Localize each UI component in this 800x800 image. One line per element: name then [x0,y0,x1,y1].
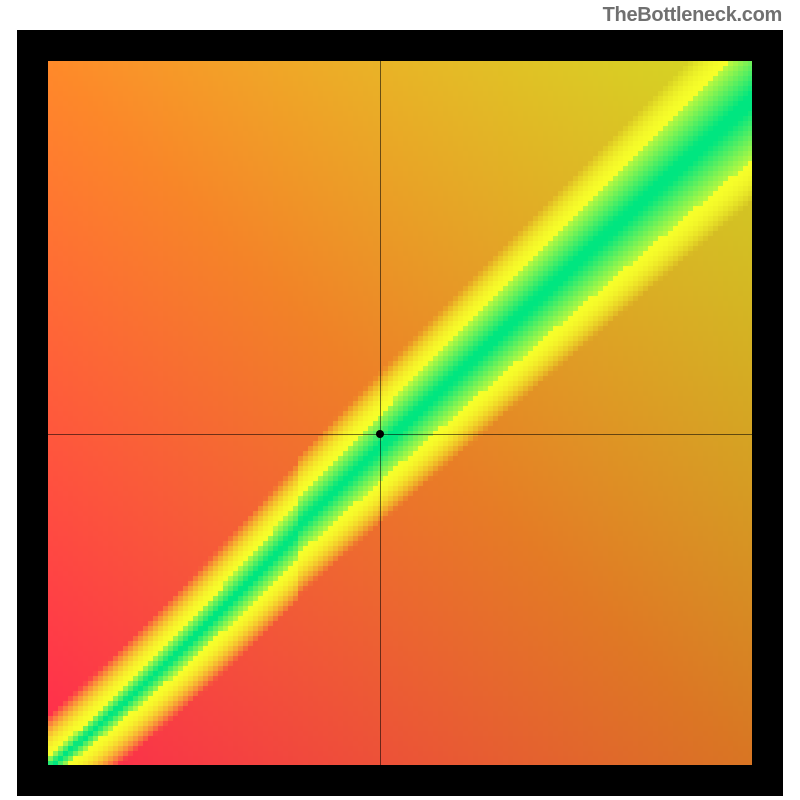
chart-outer-frame [17,30,783,796]
watermark-text: TheBottleneck.com [603,4,782,27]
heatmap-canvas [48,61,752,765]
crosshair-horizontal [48,434,752,435]
figure-container: TheBottleneck.com [0,0,800,800]
crosshair-vertical [380,61,381,765]
marker-dot [376,430,384,438]
